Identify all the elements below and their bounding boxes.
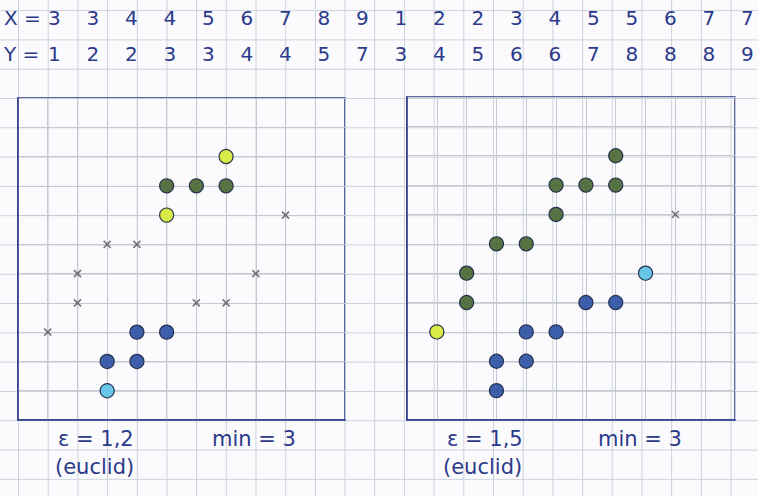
svg-text:6: 6 bbox=[510, 42, 523, 66]
svg-text:3: 3 bbox=[164, 42, 177, 66]
svg-text:3: 3 bbox=[510, 6, 523, 30]
svg-text:2: 2 bbox=[87, 42, 100, 66]
svg-text:9: 9 bbox=[356, 6, 369, 30]
svg-text:4: 4 bbox=[279, 42, 292, 66]
svg-text:min = 3: min = 3 bbox=[598, 427, 682, 451]
svg-text:2: 2 bbox=[472, 6, 485, 30]
svg-text:3: 3 bbox=[87, 6, 100, 30]
svg-text:4: 4 bbox=[164, 6, 177, 30]
svg-text:3: 3 bbox=[395, 42, 408, 66]
svg-text:X =: X = bbox=[4, 6, 41, 30]
svg-text:4: 4 bbox=[125, 6, 138, 30]
svg-text:7: 7 bbox=[703, 6, 716, 30]
svg-text:9: 9 bbox=[741, 42, 754, 66]
svg-text:1: 1 bbox=[48, 42, 61, 66]
svg-text:6: 6 bbox=[549, 42, 562, 66]
svg-text:2: 2 bbox=[433, 6, 446, 30]
svg-text:8: 8 bbox=[703, 42, 716, 66]
svg-text:7: 7 bbox=[356, 42, 369, 66]
svg-text:4: 4 bbox=[241, 42, 254, 66]
svg-text:5: 5 bbox=[626, 6, 639, 30]
svg-text:5: 5 bbox=[202, 6, 215, 30]
svg-text:4: 4 bbox=[549, 6, 562, 30]
svg-text:1: 1 bbox=[395, 6, 408, 30]
svg-text:6: 6 bbox=[241, 6, 254, 30]
svg-text:5: 5 bbox=[318, 42, 331, 66]
svg-text:4: 4 bbox=[433, 42, 446, 66]
svg-text:Y =: Y = bbox=[3, 42, 39, 66]
svg-text:2: 2 bbox=[125, 42, 138, 66]
svg-text:(euclid): (euclid) bbox=[55, 455, 134, 479]
svg-text:8: 8 bbox=[626, 42, 639, 66]
svg-text:8: 8 bbox=[318, 6, 331, 30]
svg-text:5: 5 bbox=[472, 42, 485, 66]
svg-text:3: 3 bbox=[202, 42, 215, 66]
svg-text:5: 5 bbox=[587, 6, 600, 30]
svg-text:6: 6 bbox=[664, 6, 677, 30]
svg-text:ε = 1,5: ε = 1,5 bbox=[447, 427, 523, 451]
svg-text:min = 3: min = 3 bbox=[212, 427, 296, 451]
svg-text:7: 7 bbox=[741, 6, 754, 30]
svg-text:7: 7 bbox=[587, 42, 600, 66]
svg-text:7: 7 bbox=[279, 6, 292, 30]
svg-text:(euclid): (euclid) bbox=[443, 455, 522, 479]
svg-text:8: 8 bbox=[664, 42, 677, 66]
svg-text:ε = 1,2: ε = 1,2 bbox=[58, 427, 134, 451]
svg-text:3: 3 bbox=[48, 6, 61, 30]
